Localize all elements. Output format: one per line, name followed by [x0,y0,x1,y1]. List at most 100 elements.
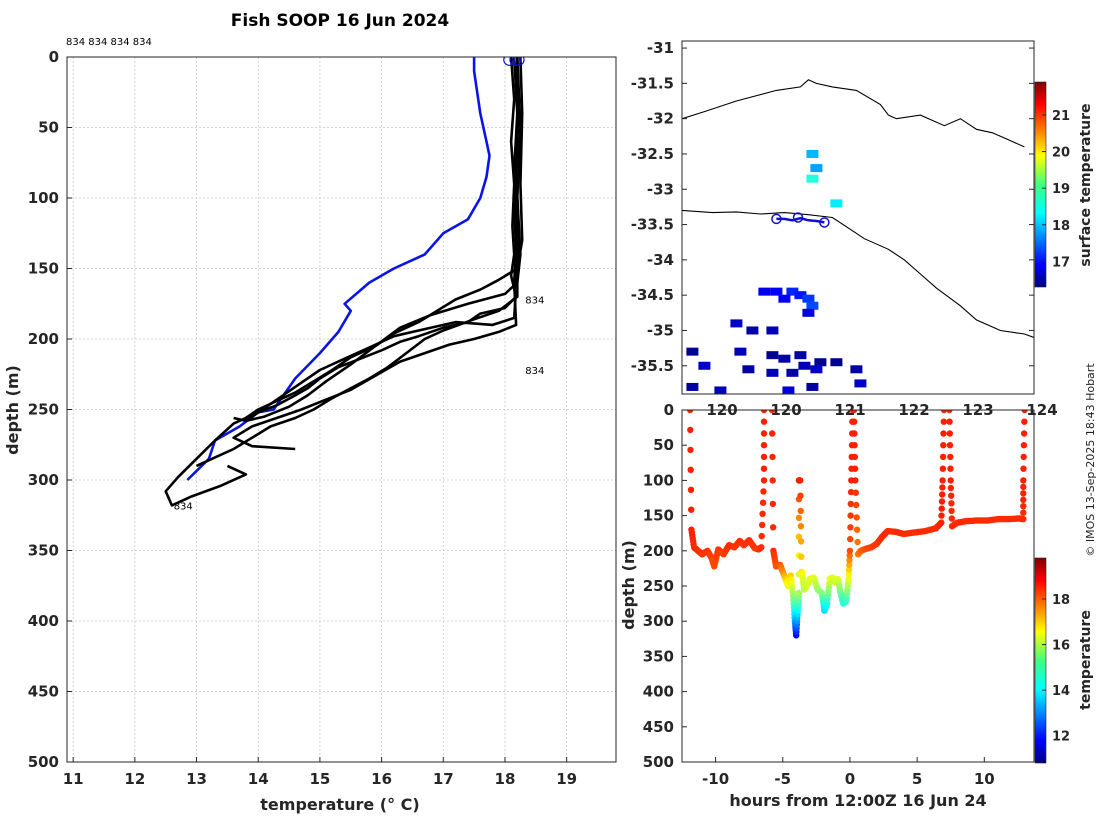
section-sample-point [948,515,955,522]
section-ytick-label: 50 [653,436,674,454]
section-sample-point [852,489,859,496]
sst-cell [770,287,783,296]
sst-cell [758,287,771,296]
section-sample-point [938,519,945,526]
temperature-profile-line [195,57,520,468]
map-ytick-label: -33.5 [631,216,674,234]
sst-cell [814,358,827,367]
section-sample-point [769,524,777,531]
profile-float-id-label: 834 [525,296,544,307]
sst-cell [730,319,743,328]
section-sample-point [687,426,694,434]
profile-xtick-label: 14 [248,770,269,788]
section-sample-point [847,524,854,531]
section-sample-point [851,442,858,449]
section-sample-point [687,486,695,493]
section-ytick-label: 400 [643,683,674,701]
profile-ytick-label: 100 [28,189,59,207]
ship-track-marker [792,212,804,223]
section-sample-point [938,498,946,505]
section-sample-point [947,465,954,472]
sst-cell [714,386,727,394]
section-sample-point [851,465,859,472]
profile-ytick-label: 350 [28,542,59,560]
section-sample-point [853,526,861,533]
section-ytick-label: 200 [643,542,674,560]
section-sample-point [938,512,945,519]
section-sample-point [846,561,853,569]
temperature-profile-line [233,57,522,423]
section-sample-point [1020,442,1028,449]
section-sample-point [1020,465,1027,472]
profile-xtick-label: 17 [433,770,454,788]
profile-xlabel: temperature (° C) [260,795,419,814]
section-sample-point [1021,410,1028,414]
section-xtick-label: 0 [845,770,855,788]
profile-start-marker [512,57,525,66]
sst-cell [854,379,867,388]
section-sample-point [850,410,858,414]
section-sample-point [948,492,955,499]
profile-ytick-label: 200 [28,330,59,348]
section-sample-point [769,453,776,461]
section-ytick-label: 150 [643,507,674,525]
section-sample-point [940,410,948,414]
profile-float-id-label: 834 [525,366,544,377]
map-colorbar-tick-label: 17 [1052,255,1070,270]
section-sample-point [687,446,694,454]
section-sample-point [769,430,776,437]
section-sample-point [1020,477,1027,484]
section-xtick-label: -10 [702,770,729,788]
section-ytick-label: 100 [643,471,674,489]
map-ytick-label: -35.5 [631,357,674,375]
profile-ytick-label: 50 [38,119,59,137]
map-colorbar [1034,81,1047,288]
temperature-profile-line [164,57,518,507]
section-xtick-label: 10 [974,770,995,788]
section-sample-point [1020,430,1028,437]
sst-cell [686,347,699,356]
section-sample-point [687,466,694,473]
ship-track-line [776,216,825,224]
section-sample-point [797,538,805,545]
section-ytick-label: 300 [643,612,674,630]
sst-cell [794,291,807,300]
section-sample-point [946,410,953,414]
section-ytick-label: 500 [643,753,674,771]
profile-ytick-label: 500 [28,753,59,771]
sst-cell [802,294,815,303]
section-sample-point [759,521,766,529]
profile-xtick-label: 13 [186,770,207,788]
sst-cell [794,351,807,360]
section-sample-point [853,501,860,509]
map-colorbar-tick-label: 20 [1052,146,1070,161]
section-ytick-label: 450 [643,718,674,736]
section-sample-point [797,492,804,499]
section-sample-point [845,571,852,578]
section-colorbar-label: temperature [1078,610,1094,710]
section-sample-point [851,418,858,425]
section-sample-point [939,465,947,472]
section-xtick-label: 5 [912,770,922,788]
sst-cell [742,365,755,374]
section-sample-point [847,500,854,508]
map-ytick-label: -34 [647,251,674,269]
section-sample-point [846,547,854,554]
map-ytick-label: -32 [647,110,674,128]
profile-ticks: 11 12 13 14 15 16 17 18 19 0 50 100 150 200 250 300 350 4… [28,48,577,788]
sst-cell [850,365,863,374]
section-sample-point [760,410,768,414]
imos-credit: © IMOS 13-Sep-2025 18:43 Hobart [1084,363,1097,557]
profile-ytick-label: 150 [28,260,59,278]
section-sample-point [938,505,945,512]
section-ytick-label: 0 [664,401,674,419]
section-sample-point [851,430,858,437]
section-sample-point [760,488,767,495]
section-xtick-label: -5 [774,770,791,788]
ship-track-marker [819,217,830,228]
section-sample-point [769,500,777,508]
section-sample-point [940,430,947,437]
map-ytick-label: -31.5 [631,74,674,92]
section-sample-point [845,575,852,583]
